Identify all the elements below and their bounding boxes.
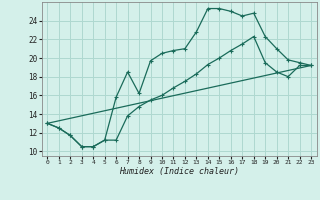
X-axis label: Humidex (Indice chaleur): Humidex (Indice chaleur) (119, 167, 239, 176)
